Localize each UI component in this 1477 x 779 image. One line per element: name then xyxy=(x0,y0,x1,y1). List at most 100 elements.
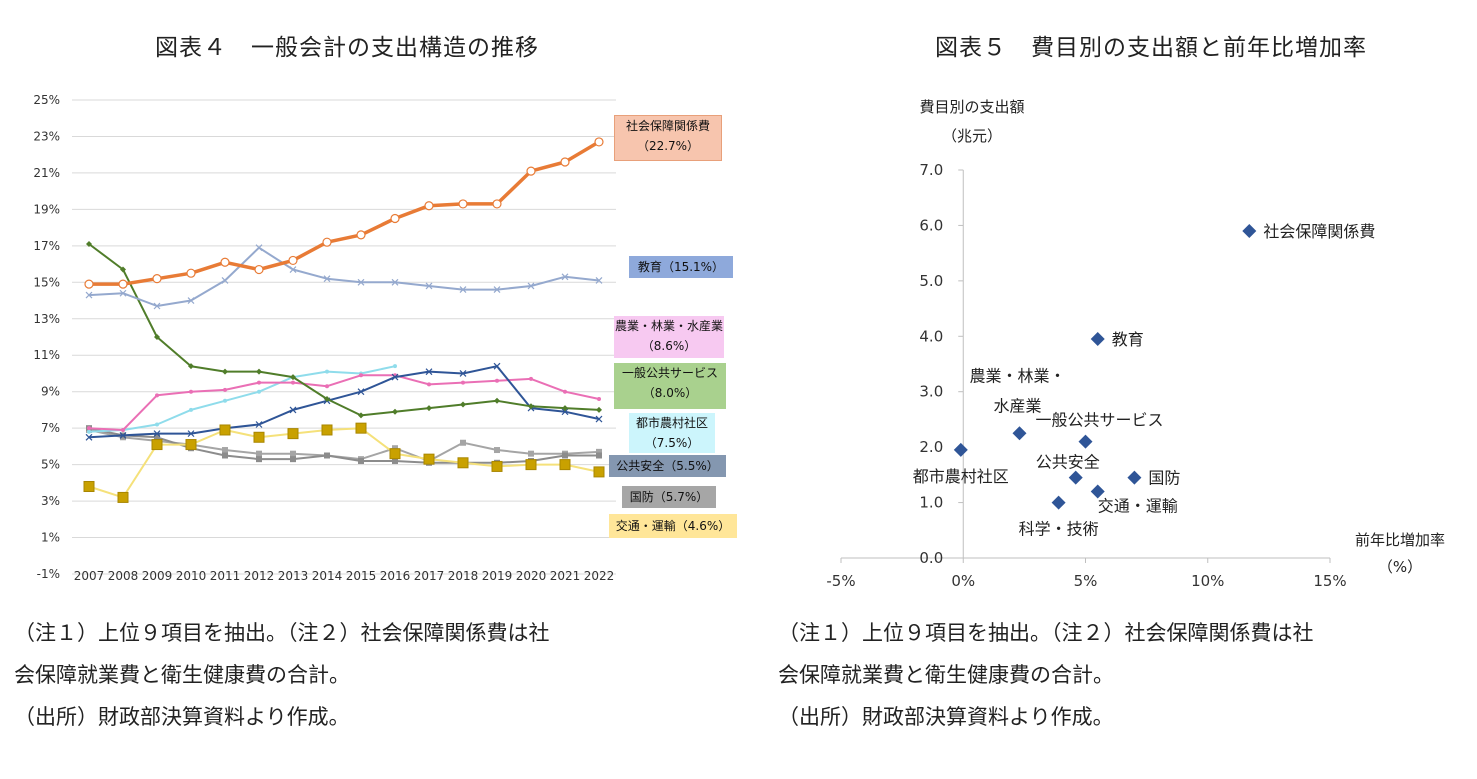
x-tick-label: 2015 xyxy=(346,569,377,583)
data-point-general-public-services xyxy=(120,266,126,273)
data-point-social-security xyxy=(492,199,502,209)
y-tick-label: 7.0 xyxy=(919,161,943,179)
data-point-science-technology xyxy=(290,450,296,457)
scatter-point xyxy=(1051,495,1066,510)
data-point-education xyxy=(187,297,195,304)
x-tick-label: 15% xyxy=(1313,572,1346,590)
y-axis-caption-line2: （兆元） xyxy=(942,127,1002,145)
data-point-social-security xyxy=(594,137,604,147)
x-tick-label: 2019 xyxy=(482,569,513,583)
x-tick-label: 2012 xyxy=(244,569,275,583)
left-note-2: 会保障就業費と衛生健康費の合計。 xyxy=(14,663,350,687)
data-point-general-public-services xyxy=(290,374,296,381)
series-line-agriculture xyxy=(88,374,600,431)
series-line-social-security xyxy=(89,140,600,286)
data-point-urban-rural xyxy=(189,407,193,412)
callout-public-security-value: （5.5%） xyxy=(664,459,719,473)
data-point-social-security xyxy=(220,257,230,267)
x-tick-label: 2020 xyxy=(516,569,547,583)
callout-defense-name: 国防 xyxy=(629,490,654,504)
y-tick-label: 25% xyxy=(33,93,60,107)
callout-social-security-value: （22.7%） xyxy=(636,139,700,153)
data-point-urban-rural xyxy=(155,422,159,427)
series-line-education xyxy=(88,246,600,307)
data-point-general-public-services xyxy=(256,368,262,375)
x-tick-label: -5% xyxy=(826,572,855,590)
data-point-public-security xyxy=(85,433,93,441)
data-point-general-public-services xyxy=(188,363,194,370)
y-tick-label: 5.0 xyxy=(919,272,943,290)
callout-public-security-name: 公共安全 xyxy=(616,459,665,473)
data-point-general-public-services xyxy=(324,395,330,402)
data-point-science-technology xyxy=(596,448,602,455)
y-axis-caption-line1: 費目別の支出額 xyxy=(919,98,1024,116)
data-point-general-public-services xyxy=(154,334,160,340)
data-point-transport xyxy=(219,424,231,436)
right-note-3: （出所）財政部決算資料より作成。 xyxy=(778,705,1114,729)
x-axis-caption-line2: （%） xyxy=(1378,558,1422,576)
data-point-science-technology xyxy=(494,447,500,454)
y-tick-label: 13% xyxy=(33,312,60,326)
data-point-education xyxy=(323,275,331,283)
scatter-point xyxy=(953,442,968,457)
data-point-science-technology xyxy=(256,450,262,457)
data-point-education xyxy=(153,302,161,310)
data-point-public-security xyxy=(187,430,195,438)
scatter-point xyxy=(1242,223,1257,238)
data-point-transport xyxy=(355,422,367,434)
data-point-public-security xyxy=(153,430,161,438)
x-tick-label: 2008 xyxy=(108,569,139,583)
data-point-education xyxy=(561,273,569,281)
x-tick-label: 2021 xyxy=(550,569,581,583)
data-point-public-security xyxy=(119,432,127,439)
callout-defense-value: （5.7%） xyxy=(653,490,709,504)
data-point-education xyxy=(527,282,535,290)
data-point-transport xyxy=(321,424,333,436)
scatter-point xyxy=(1090,332,1105,347)
data-point-defense xyxy=(358,457,364,464)
data-point-transport xyxy=(457,457,469,469)
scatter-point xyxy=(1127,470,1142,485)
scatter-point-label: 交通・運輸 xyxy=(1098,496,1178,515)
data-point-social-security xyxy=(560,157,570,167)
data-point-social-security xyxy=(424,201,434,211)
data-point-urban-rural xyxy=(257,389,261,394)
data-point-agriculture xyxy=(563,389,567,394)
data-point-education xyxy=(289,266,297,273)
data-point-urban-rural xyxy=(223,398,227,403)
y-tick-label: 1.0 xyxy=(919,494,943,512)
y-tick-label: 5% xyxy=(41,458,60,472)
data-point-general-public-services xyxy=(596,406,602,413)
data-point-public-security xyxy=(595,415,603,423)
scatter-point-label: 国防 xyxy=(1148,469,1180,488)
data-point-agriculture xyxy=(495,378,499,383)
y-tick-label: -1% xyxy=(37,567,60,581)
x-tick-label: 2007 xyxy=(74,569,105,583)
x-tick-label: 10% xyxy=(1191,572,1224,590)
y-tick-label: 3% xyxy=(41,494,60,508)
data-point-education xyxy=(85,291,93,299)
y-tick-label: 19% xyxy=(33,202,60,216)
left-notes: （注１）上位９項目を抽出。（注２）社会保障関係費は社 会保障就業費と衛生健康費の… xyxy=(14,612,550,738)
data-point-general-public-services xyxy=(222,368,228,375)
series-line-public-security xyxy=(88,365,600,439)
data-point-general-public-services xyxy=(460,401,466,408)
data-point-education xyxy=(255,244,263,252)
data-point-agriculture xyxy=(87,426,91,431)
scatter-point-label: 農業・林業・ xyxy=(969,366,1065,385)
data-point-public-security xyxy=(255,421,263,428)
series-line-defense xyxy=(88,427,599,464)
data-point-agriculture xyxy=(325,384,329,389)
y-tick-label: 1% xyxy=(41,531,60,545)
data-point-education xyxy=(493,286,501,294)
callout-social-security-name: 社会保障関係費 xyxy=(625,119,710,133)
right-note-2: 会保障就業費と衛生健康費の合計。 xyxy=(778,663,1114,687)
x-tick-label: 2009 xyxy=(142,569,173,583)
right-chart-title: 図表５ 費目別の支出額と前年比増加率 xyxy=(935,35,1367,61)
callout-transport-name: 交通・運輸 xyxy=(615,519,676,533)
y-tick-label: 2.0 xyxy=(919,438,943,456)
callout-urban-rural: 都市農村社区 （7.5%） xyxy=(629,413,715,453)
data-point-urban-rural xyxy=(87,429,91,434)
data-point-agriculture xyxy=(529,376,533,381)
